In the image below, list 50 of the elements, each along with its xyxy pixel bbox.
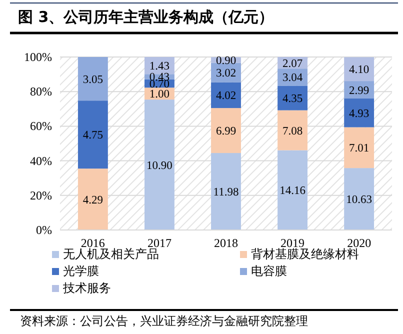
annotation: 1.43: [149, 60, 170, 73]
bar: [78, 168, 108, 230]
bar: [278, 150, 308, 230]
bar: [78, 57, 108, 101]
bar: [344, 127, 374, 168]
x-tick-label: 2018: [214, 236, 238, 250]
annotation: 4.93: [349, 108, 370, 120]
bar: [78, 100, 108, 169]
y-tick-label: 100%: [24, 50, 52, 64]
bar: [211, 82, 241, 108]
bar: [211, 153, 241, 230]
bar: [144, 100, 174, 230]
annotation: 10.63: [346, 194, 372, 206]
bar: [211, 108, 241, 154]
bar: [344, 168, 374, 230]
annotation: 14.16: [280, 185, 306, 198]
text: 资料来源：公司公告，兴业证券经济与金融研究院整理: [20, 314, 308, 328]
y-tick-label: 0%: [36, 223, 52, 237]
annotation: 3.05: [82, 74, 104, 86]
legend-label: 技术服务: [62, 281, 111, 295]
bar: [278, 86, 308, 110]
y-tick-label: 80%: [30, 84, 52, 99]
annotation: 0.90: [216, 55, 236, 68]
legend-label: 背材基膜及绝缘材料: [251, 247, 359, 261]
bar: [344, 98, 374, 128]
annotation: 1.00: [149, 88, 170, 101]
bar: [278, 110, 308, 150]
annotation: 2.07: [282, 58, 303, 70]
annotation: 7.01: [349, 142, 370, 155]
legend-label: 光学膜: [63, 264, 99, 278]
annotation: 4.29: [82, 194, 104, 206]
annotation: 4.10: [349, 64, 370, 76]
chart-title: 图 3、公司历年主营业务构成（亿元）: [18, 8, 274, 26]
y-tick-label: 60%: [30, 119, 52, 134]
annotation: 4.02: [216, 90, 236, 102]
y-tick-label: 40%: [30, 154, 52, 168]
annotation: 4.35: [282, 93, 303, 105]
legend-label: 电容膜: [251, 264, 287, 278]
annotation: 3.02: [216, 68, 236, 80]
bar: [344, 57, 374, 82]
legend-label: 无人机及相关产品: [63, 247, 159, 261]
x-tick-label: 2017: [147, 236, 172, 250]
annotation: 10.90: [146, 160, 173, 172]
annotation: 4.75: [82, 130, 104, 142]
annotation: 2.99: [349, 84, 370, 97]
annotation: 6.99: [216, 126, 236, 138]
annotation: 11.98: [213, 186, 239, 199]
y-tick-label: 20%: [30, 188, 52, 202]
annotation: 7.08: [282, 125, 303, 138]
annotation: 3.04: [282, 72, 303, 84]
